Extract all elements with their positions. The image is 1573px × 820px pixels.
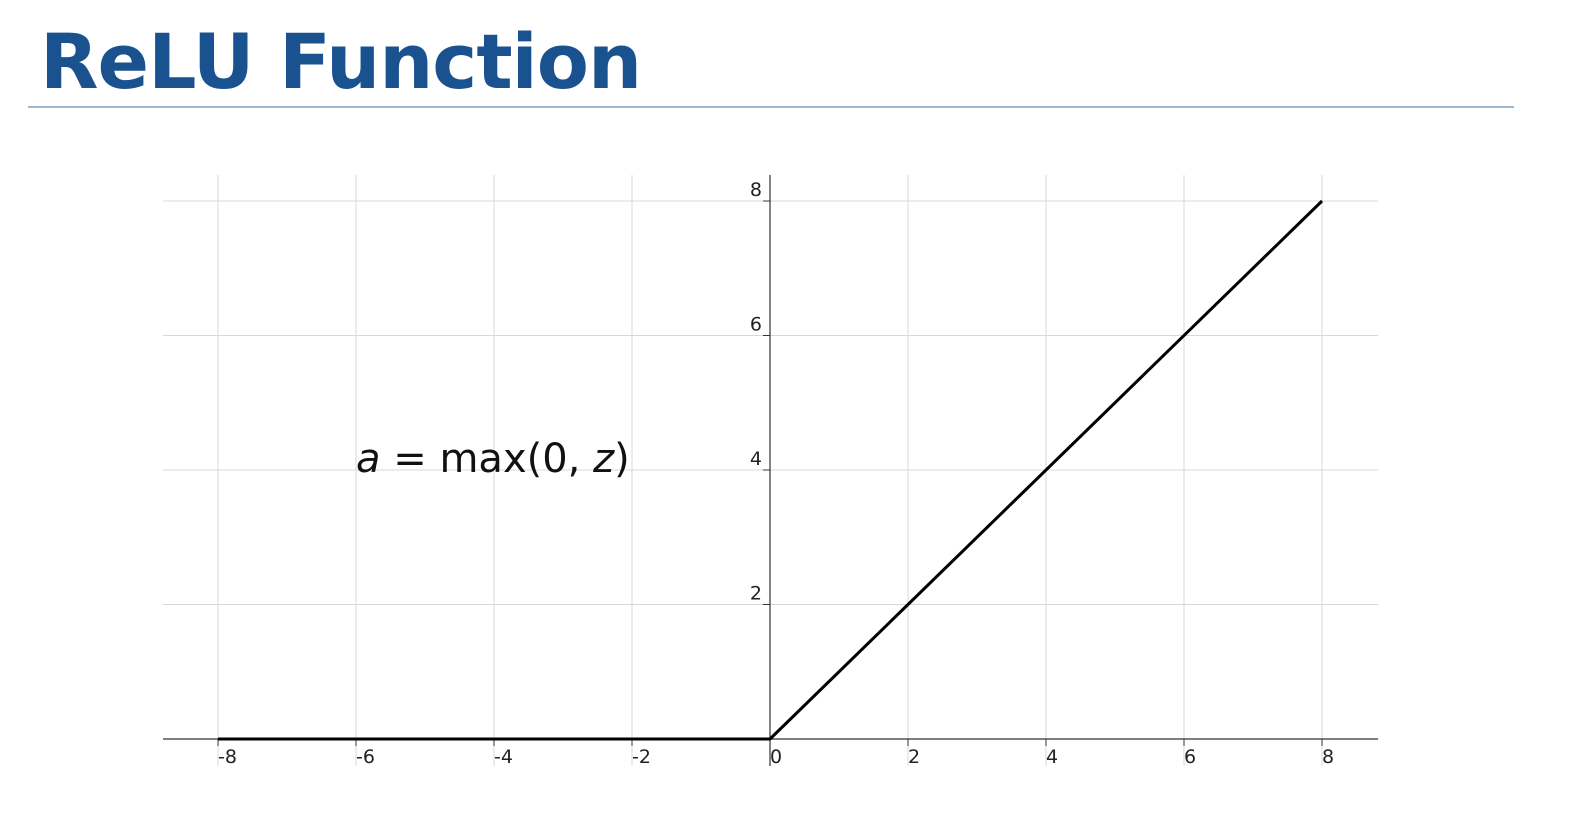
series-layer (218, 199, 1324, 741)
x-tick-label: -2 (632, 746, 651, 768)
y-tick-label: 2 (750, 583, 762, 605)
x-tick-label: 6 (1184, 746, 1196, 768)
relu-series-line (218, 199, 1324, 741)
y-tick-label: 8 (750, 179, 762, 201)
title-divider (28, 106, 1514, 108)
y-tick-label: 4 (750, 448, 762, 470)
x-tick-label: -4 (494, 746, 513, 768)
y-tick-label: 6 (750, 314, 762, 336)
formula-close-paren: ) (614, 436, 630, 482)
x-tick-label: 0 (770, 746, 782, 768)
x-tick-label: 2 (908, 746, 920, 768)
x-tick-label: -6 (356, 746, 375, 768)
page-title: ReLU Function (40, 17, 642, 106)
formula-body: = max(0, (381, 436, 594, 482)
x-tick-label: 8 (1322, 746, 1334, 768)
formula-annotation: a = max(0, z) (356, 436, 630, 482)
formula-variable-a: a (356, 436, 381, 482)
x-tick-label: -8 (218, 746, 237, 768)
x-tick-label: 4 (1046, 746, 1058, 768)
tick-labels: -8 -6 -4 -2 0 2 4 6 8 2 4 6 8 (218, 179, 1334, 768)
formula-variable-z: z (592, 436, 615, 482)
